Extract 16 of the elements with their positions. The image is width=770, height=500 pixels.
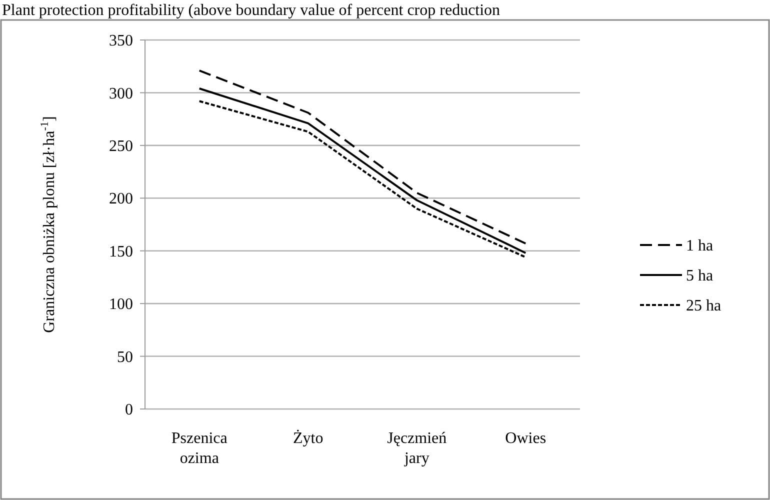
y-tick-label: 250 <box>109 138 133 156</box>
y-tick-label: 150 <box>109 243 133 260</box>
x-tick-label: Owies <box>505 430 546 447</box>
y-tick-label: 300 <box>109 85 133 102</box>
legend-label: 5 ha <box>686 268 714 285</box>
y-tick-label: 100 <box>109 296 133 314</box>
x-tick-label: Jęczmień jary <box>387 430 447 467</box>
x-tick-label: Pszenica ozima <box>171 430 228 467</box>
legend-label: 25 ha <box>686 298 722 315</box>
chart-title: Plant protection profitability (above boundary value of percent crop reduction <box>2 2 500 19</box>
y-tick-label: 350 <box>109 32 133 50</box>
legend-label: 1 ha <box>686 238 714 255</box>
y-tick-label: 0 <box>125 402 133 419</box>
x-tick-label: Żyto <box>293 429 324 447</box>
y-tick-label: 50 <box>117 348 133 366</box>
y-tick-label: 200 <box>109 190 133 208</box>
